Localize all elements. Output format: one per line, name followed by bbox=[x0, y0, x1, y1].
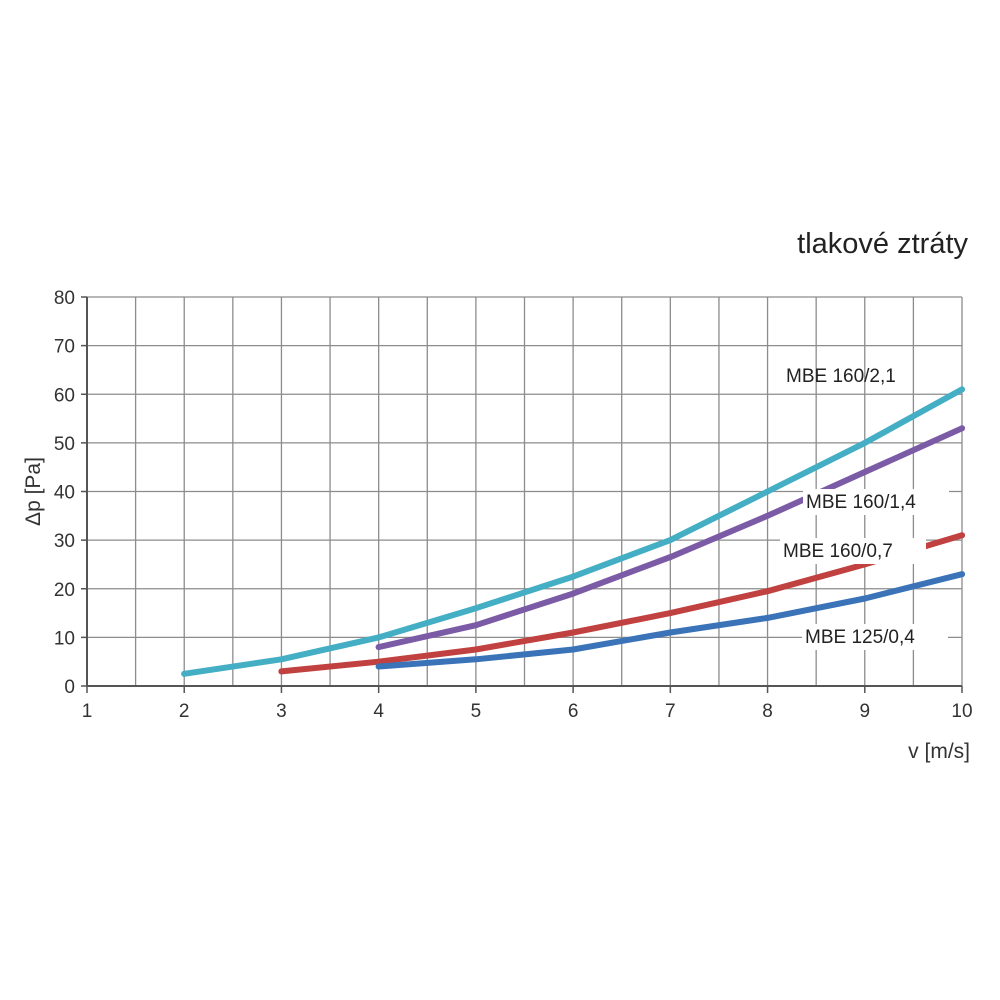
data-point bbox=[570, 646, 577, 653]
data-point bbox=[375, 644, 382, 651]
data-point bbox=[570, 629, 577, 636]
data-point bbox=[959, 386, 965, 393]
data-point bbox=[667, 537, 674, 544]
y-tick-label: 30 bbox=[54, 531, 75, 552]
x-tick-label: 4 bbox=[373, 701, 384, 722]
x-tick-label: 2 bbox=[179, 701, 190, 722]
data-point bbox=[472, 656, 479, 663]
y-tick-label: 40 bbox=[54, 483, 75, 504]
data-point bbox=[278, 668, 285, 675]
data-point bbox=[764, 588, 771, 595]
data-point bbox=[861, 469, 868, 476]
data-point bbox=[861, 439, 868, 446]
data-point bbox=[472, 622, 479, 629]
series-label-background bbox=[780, 538, 926, 564]
data-point bbox=[375, 663, 382, 670]
y-tick-label: 20 bbox=[54, 580, 75, 601]
y-tick-label: 10 bbox=[54, 628, 75, 649]
data-point bbox=[570, 573, 577, 580]
data-point bbox=[375, 658, 382, 665]
y-tick-label: 60 bbox=[54, 385, 75, 406]
x-axis-title: v [m/s] bbox=[908, 740, 970, 763]
data-point bbox=[764, 512, 771, 519]
series-line bbox=[278, 532, 965, 675]
data-point bbox=[667, 629, 674, 636]
data-point bbox=[959, 571, 965, 578]
y-tick-label: 0 bbox=[64, 677, 75, 698]
x-tick-label: 6 bbox=[568, 701, 579, 722]
data-point bbox=[667, 554, 674, 561]
data-point bbox=[181, 670, 188, 677]
data-point bbox=[570, 590, 577, 597]
x-tick-label: 7 bbox=[665, 701, 676, 722]
x-tick-label: 10 bbox=[951, 701, 972, 722]
data-point bbox=[472, 605, 479, 612]
y-tick-label: 50 bbox=[54, 434, 75, 455]
y-axis-title: Δp [Pa] bbox=[22, 457, 45, 526]
x-tick-label: 1 bbox=[82, 701, 93, 722]
data-point bbox=[472, 646, 479, 653]
data-point bbox=[764, 488, 771, 495]
series-label: MBE 160/1,4 bbox=[806, 492, 916, 513]
series-label: MBE 160/0,7 bbox=[783, 541, 893, 562]
data-point bbox=[278, 656, 285, 663]
y-tick-label: 80 bbox=[54, 288, 75, 309]
data-point bbox=[375, 634, 382, 641]
data-point bbox=[764, 614, 771, 621]
y-tick-label: 70 bbox=[54, 337, 75, 358]
data-point bbox=[959, 425, 965, 432]
x-tick-label: 9 bbox=[859, 701, 870, 722]
chart-title: tlakové ztráty bbox=[797, 228, 968, 260]
series-label-background bbox=[802, 624, 948, 650]
data-point bbox=[959, 532, 965, 539]
series-label: MBE 160/2,1 bbox=[786, 366, 896, 387]
series-label-background bbox=[803, 489, 949, 515]
series-label: MBE 125/0,4 bbox=[805, 627, 915, 648]
x-tick-label: 3 bbox=[276, 701, 287, 722]
data-point bbox=[861, 595, 868, 602]
x-tick-label: 8 bbox=[762, 701, 773, 722]
x-tick-label: 5 bbox=[471, 701, 482, 722]
data-point bbox=[667, 610, 674, 617]
